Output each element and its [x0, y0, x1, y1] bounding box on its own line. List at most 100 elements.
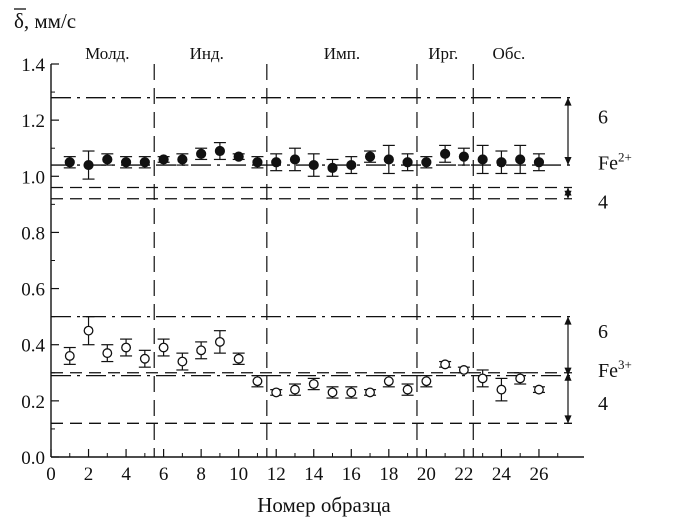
x-tick-label: 22	[454, 464, 473, 485]
data-point-fe2	[289, 154, 301, 165]
data-point-fe2	[383, 154, 394, 165]
data-point-fe2	[64, 157, 75, 168]
data-point-fe3	[327, 387, 338, 398]
data-point-fe3	[177, 356, 188, 367]
bracket-arrowhead	[564, 316, 572, 325]
reference-lines-layer	[51, 64, 572, 457]
data-point-fe2	[102, 154, 113, 165]
x-tick-label: 6	[159, 464, 169, 485]
data-point-fe3	[64, 350, 75, 361]
coordination-number-label: 4	[598, 393, 608, 415]
x-tick-label: 10	[229, 464, 248, 485]
ion-label-superscript: 3+	[618, 357, 632, 372]
x-tick-label: 26	[529, 464, 548, 485]
data-layer	[63, 142, 545, 402]
data-point-fe2	[515, 154, 526, 165]
x-tick-label: 2	[84, 464, 94, 485]
region-label: Молд.	[85, 44, 129, 63]
data-point-fe3	[346, 387, 357, 398]
data-point-fe3	[252, 376, 263, 387]
data-point-fe2	[440, 148, 451, 159]
data-point-fe2	[83, 159, 94, 171]
ion-label: Fe2+	[598, 149, 632, 174]
data-point-fe3	[365, 387, 375, 398]
y-tick-label: 0.4	[21, 336, 45, 357]
x-tick-label: 16	[342, 464, 361, 485]
y-tick-label: 0.8	[21, 223, 45, 244]
data-point-fe3	[477, 373, 488, 384]
data-point-fe3	[440, 359, 451, 370]
coordination-number-label: 4	[598, 192, 608, 214]
data-point-fe3	[196, 345, 207, 356]
ion-label-superscript: 2+	[618, 149, 632, 164]
ion-label-base: Fe	[598, 360, 618, 382]
data-point-fe2	[402, 157, 413, 168]
x-tick-label: 24	[492, 464, 512, 485]
ion-label-base: Fe	[598, 152, 618, 174]
region-label: Имп.	[324, 44, 360, 63]
bracket-arrowhead	[564, 415, 572, 424]
data-point-fe3	[421, 376, 432, 387]
data-point-fe2	[533, 157, 545, 168]
data-point-fe3	[139, 353, 150, 364]
data-point-fe2	[327, 162, 338, 173]
y-axis-title: δ, мм/с	[14, 9, 76, 33]
coordination-number-label: 6	[598, 321, 608, 343]
bracket-arrowhead	[564, 190, 572, 199]
axes-layer: 0.00.20.40.60.81.01.21.40 2 4 6 8 10 12 14 16 18 2…	[21, 55, 584, 485]
x-tick-label: 0	[46, 464, 56, 485]
data-point-fe2	[252, 157, 263, 168]
data-point-fe3	[308, 379, 319, 389]
data-point-fe3	[271, 387, 282, 398]
data-point-fe2	[177, 154, 188, 165]
y-tick-label: 0.0	[21, 448, 45, 469]
bracket-arrowhead	[564, 157, 572, 166]
region-label: Обс.	[493, 44, 526, 63]
data-point-fe3	[233, 353, 244, 364]
data-point-fe3	[402, 384, 413, 395]
data-point-fe3	[158, 342, 169, 353]
data-point-fe2	[477, 154, 488, 165]
bracket-arrowhead	[564, 372, 572, 381]
y-tick-label: 1.0	[21, 167, 45, 188]
x-tick-label: 8	[196, 464, 206, 485]
region-label: Ирг.	[428, 44, 458, 63]
coordination-number-label: 6	[598, 106, 608, 128]
data-point-fe2	[346, 159, 357, 171]
data-point-fe2	[233, 151, 244, 162]
x-tick-label: 12	[267, 464, 286, 485]
data-point-fe3	[214, 336, 225, 347]
data-point-fe3	[290, 384, 300, 395]
y-tick-label: 1.4	[21, 55, 45, 76]
data-point-fe3	[458, 365, 469, 375]
data-point-fe2	[139, 157, 150, 168]
y-tick-label: 1.2	[21, 111, 45, 132]
data-point-fe3	[102, 348, 113, 359]
data-point-fe2	[421, 157, 432, 168]
bracket-arrowhead	[564, 97, 572, 106]
data-point-fe3	[496, 384, 507, 395]
data-point-fe3	[83, 325, 94, 336]
data-point-fe2	[496, 157, 507, 168]
data-point-fe2	[196, 148, 207, 159]
data-point-fe2	[214, 145, 226, 157]
data-point-fe3	[515, 373, 526, 384]
bracket-arrowhead	[564, 367, 572, 376]
x-tick-label: 4	[121, 464, 131, 485]
region-label: Инд.	[190, 44, 224, 63]
x-tick-label: 20	[417, 464, 436, 485]
data-point-fe2	[120, 157, 132, 168]
ion-label: Fe3+	[598, 357, 632, 382]
x-tick-label: 18	[379, 464, 398, 485]
x-tick-label: 14	[304, 464, 324, 485]
data-point-fe2	[271, 157, 282, 168]
data-point-fe3	[383, 376, 394, 387]
y-tick-label: 0.6	[21, 280, 45, 301]
data-point-fe2	[308, 159, 319, 171]
data-point-fe3	[534, 384, 544, 395]
data-point-fe2	[458, 151, 469, 162]
data-point-fe2	[158, 154, 169, 165]
x-axis-title: Номер образца	[257, 493, 391, 517]
